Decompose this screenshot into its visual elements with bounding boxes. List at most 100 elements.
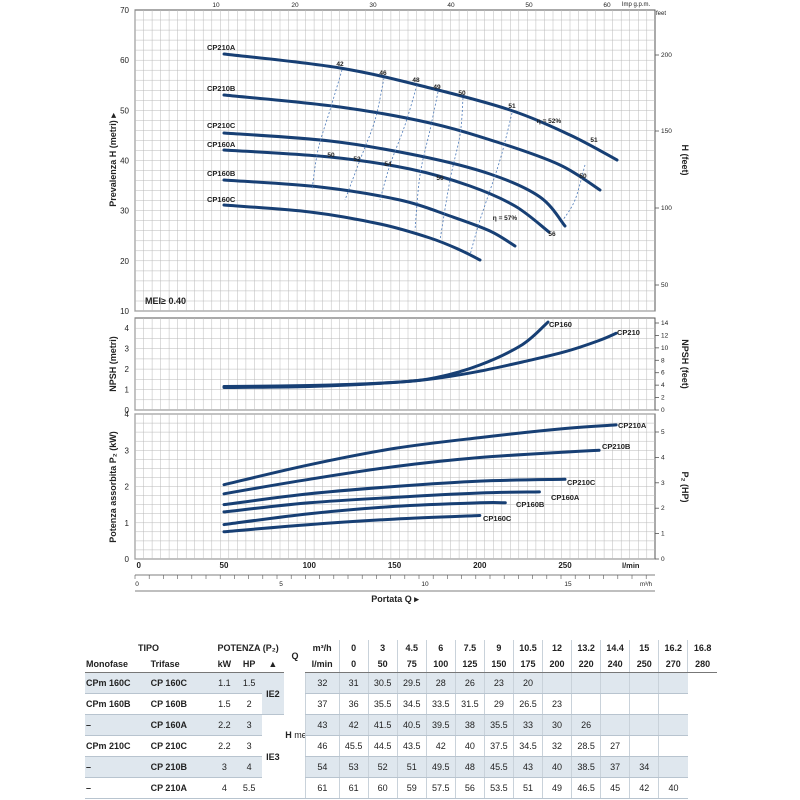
npsh-curve-CP210 bbox=[222, 331, 618, 389]
efficiency-label: η = 52% bbox=[537, 118, 562, 125]
head-symbol: H bbox=[285, 730, 295, 741]
q-header: Q bbox=[291, 651, 299, 662]
y2-tick-label: 6 bbox=[661, 370, 665, 377]
head-value bbox=[571, 672, 601, 694]
x2-tick-label: 15 bbox=[564, 581, 572, 588]
head-value: 60 bbox=[367, 777, 398, 799]
head-curve-CP160A bbox=[222, 148, 551, 234]
efficiency-label: 49 bbox=[433, 84, 441, 91]
power-curve-CP160A bbox=[222, 490, 541, 514]
head-value: 57.5 bbox=[425, 777, 456, 799]
head-value: 20 bbox=[512, 672, 543, 694]
efficiency-label: η = 57% bbox=[493, 215, 518, 222]
head-value: 31.5 bbox=[454, 693, 485, 715]
flow-axis: 0 5 10 15 m³/h Portata Q ▸ bbox=[134, 574, 655, 604]
head-value: 35.5 bbox=[367, 693, 398, 715]
efficiency-label: 50 bbox=[458, 90, 466, 97]
head-value bbox=[629, 714, 659, 736]
table-row: – CP 210B 3 4 54 53 52 51 49.5 48 45.5 43 40 38.5 37 34 bbox=[85, 756, 717, 778]
y-axis-label: Potenza assorbita P₂ (kW) bbox=[108, 431, 118, 543]
head-value: 49.5 bbox=[425, 756, 456, 778]
head-value: 61 bbox=[305, 777, 340, 799]
power-hp: 4 bbox=[236, 756, 262, 778]
power-curve-CP160B bbox=[222, 501, 507, 527]
head-value: 56 bbox=[454, 777, 485, 799]
y-tick-label: 3 bbox=[125, 446, 130, 455]
y-tick-label: 1 bbox=[125, 519, 130, 528]
head-unit: metri bbox=[294, 730, 306, 741]
power-curve-panel: 0 1 2 3 4 0 1 2 3 4 5 Potenza assorbita P₂ (kW) P₂ (… bbox=[108, 410, 690, 570]
head-value: 32 bbox=[305, 672, 340, 694]
head-value: 45 bbox=[600, 777, 630, 799]
head-value: 34.5 bbox=[512, 735, 543, 757]
head-value: 54 bbox=[305, 756, 340, 778]
efficiency-label: 46 bbox=[379, 70, 387, 77]
monofase-header: Monofase bbox=[85, 656, 150, 673]
y-tick-label: 70 bbox=[120, 6, 129, 15]
flow-m3h-cell: 6 bbox=[425, 640, 456, 656]
head-value: 23 bbox=[542, 693, 572, 715]
x-tick-label: 50 bbox=[220, 561, 229, 570]
tipo-header: TIPO bbox=[138, 643, 160, 653]
efficiency-iso-line bbox=[469, 112, 513, 256]
efficiency-iso-line bbox=[344, 77, 385, 201]
curve-label: CP160B bbox=[516, 500, 545, 509]
y-tick-label: 40 bbox=[120, 157, 129, 166]
table-row: CPm 160B CP 160B 1.5 2 37 36 35.5 34.5 33.5 31.5 2… bbox=[85, 693, 717, 715]
head-value bbox=[600, 714, 630, 736]
head-value: 36 bbox=[338, 693, 369, 715]
efficiency-class-ie2: IE2 bbox=[261, 672, 285, 715]
curve-label: CP160 bbox=[549, 320, 572, 329]
y2-tick-label: 14 bbox=[661, 320, 669, 327]
efficiency-class-ie3: IE3 bbox=[261, 714, 285, 799]
head-value: 37 bbox=[600, 756, 630, 778]
y2-unit: feet bbox=[656, 11, 666, 17]
trifase-header: Trifase bbox=[149, 656, 213, 673]
model-monofase: CPm 160B bbox=[85, 693, 150, 715]
head-value bbox=[658, 672, 688, 694]
head-value: 53.5 bbox=[483, 777, 514, 799]
head-curve-CP160B bbox=[222, 178, 517, 248]
power-curve-CP210A bbox=[222, 423, 618, 487]
head-value: 23 bbox=[483, 672, 514, 694]
flow-unit-lmin: l/min bbox=[305, 656, 340, 673]
head-value: 32 bbox=[542, 735, 572, 757]
flow-m3h-cell: 4.5 bbox=[396, 640, 427, 656]
power-kw: 1.1 bbox=[212, 672, 237, 694]
head-value: 29.5 bbox=[396, 672, 427, 694]
flow-m3h-cell: 12 bbox=[542, 640, 572, 656]
model-monofase: – bbox=[85, 777, 150, 799]
curve-label: CP210 bbox=[617, 328, 640, 337]
top-axis-tick: 40 bbox=[447, 2, 455, 9]
head-value: 45.5 bbox=[483, 756, 514, 778]
model-trifase: CP 210C bbox=[149, 735, 213, 757]
power-curve-CP210C bbox=[222, 477, 567, 507]
flow-lmin-cell: 0 bbox=[338, 656, 369, 673]
efficiency-label: 50 bbox=[327, 152, 335, 159]
head-value: 37.5 bbox=[483, 735, 514, 757]
head-value bbox=[629, 672, 659, 694]
flow-lmin-cell: 100 bbox=[425, 656, 456, 673]
head-curve-CP210C bbox=[222, 131, 567, 228]
y2-tick-label: 12 bbox=[661, 332, 669, 339]
x2-unit: m³/h bbox=[640, 582, 652, 588]
power-hp: 3 bbox=[236, 714, 262, 736]
mei-label: MEI≥ 0.40 bbox=[145, 296, 186, 306]
efficiency-label: 42 bbox=[336, 61, 344, 68]
head-value: 40 bbox=[454, 735, 485, 757]
top-axis-tick: 20 bbox=[291, 2, 299, 9]
head-value: 33 bbox=[512, 714, 543, 736]
head-value bbox=[658, 756, 688, 778]
head-value: 51 bbox=[512, 777, 543, 799]
y2-axis-label: H (feet) bbox=[680, 145, 690, 176]
flow-m3h-cell: 3 bbox=[367, 640, 398, 656]
head-value: 61 bbox=[338, 777, 369, 799]
curve-label: CP210A bbox=[618, 421, 647, 430]
head-value: 39.5 bbox=[425, 714, 456, 736]
model-monofase: CPm 210C bbox=[85, 735, 150, 757]
head-value: 48 bbox=[454, 756, 485, 778]
head-value: 53 bbox=[338, 756, 369, 778]
power-kw: 4 bbox=[212, 777, 237, 799]
